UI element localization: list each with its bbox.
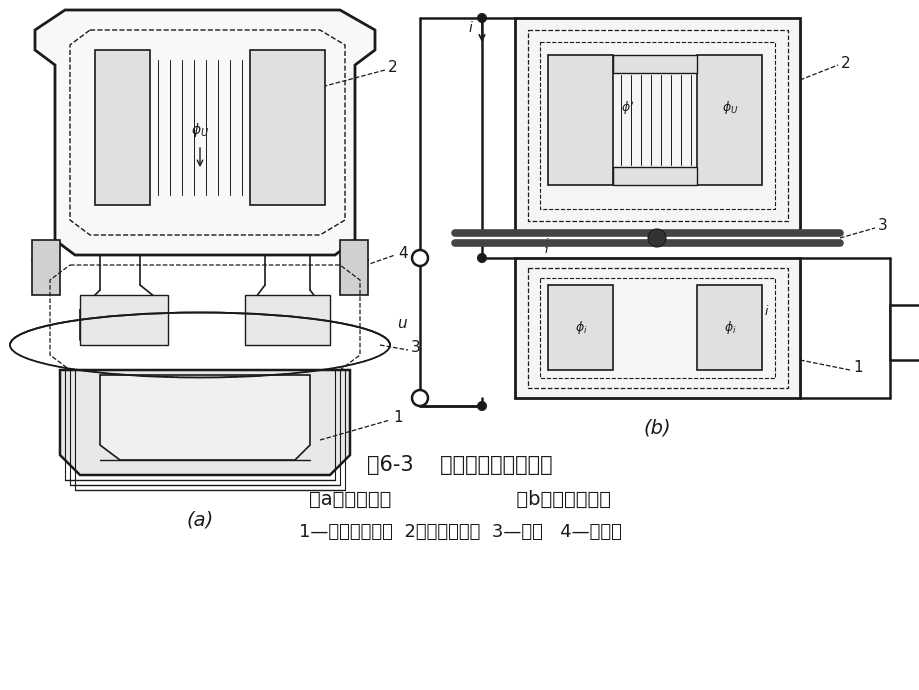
- Bar: [250, 50, 324, 205]
- Bar: [697, 285, 761, 370]
- Bar: [528, 30, 788, 221]
- Text: i: i: [468, 21, 471, 35]
- Text: 2: 2: [388, 61, 397, 75]
- Text: 1—电流元件铁芯  2电压元件铁芯  3—铝盘   4—回磁板: 1—电流元件铁芯 2电压元件铁芯 3—铝盘 4—回磁板: [299, 523, 620, 541]
- Text: 3: 3: [877, 219, 887, 233]
- Bar: [515, 18, 800, 233]
- Text: i: i: [544, 243, 548, 256]
- Bar: [889, 305, 919, 360]
- Bar: [32, 240, 60, 295]
- Bar: [548, 285, 612, 370]
- Text: 图6-3    电度表的电路和磁路: 图6-3 电度表的电路和磁路: [367, 455, 552, 475]
- Bar: [515, 258, 800, 398]
- Text: i: i: [544, 238, 548, 251]
- Circle shape: [476, 401, 486, 411]
- Bar: [340, 240, 368, 295]
- Circle shape: [412, 390, 427, 406]
- Bar: [539, 278, 774, 378]
- Text: 3: 3: [411, 340, 420, 355]
- Text: 1: 1: [392, 411, 403, 426]
- Text: u: u: [397, 316, 406, 331]
- Text: 4: 4: [398, 246, 407, 261]
- Circle shape: [476, 253, 486, 263]
- Polygon shape: [35, 10, 375, 255]
- Text: 2: 2: [840, 55, 850, 70]
- Text: (b): (b): [642, 418, 670, 437]
- Text: $\phi_i$: $\phi_i$: [723, 319, 735, 335]
- Bar: [548, 55, 612, 185]
- Text: 1: 1: [852, 360, 862, 375]
- Bar: [80, 295, 168, 345]
- Circle shape: [476, 13, 486, 23]
- Circle shape: [412, 250, 427, 266]
- Bar: [244, 295, 330, 345]
- Text: $\phi'$: $\phi'$: [620, 99, 634, 117]
- Bar: [697, 55, 761, 185]
- Text: i: i: [765, 305, 767, 318]
- Text: $\phi_i$: $\phi_i$: [574, 319, 586, 335]
- Bar: [95, 50, 150, 205]
- Text: $\phi_U$: $\phi_U$: [721, 99, 737, 117]
- Text: (a): (a): [187, 510, 213, 529]
- Bar: [612, 167, 697, 185]
- Text: （a）铁芯结构                    （b）电路和磁路: （a）铁芯结构 （b）电路和磁路: [309, 490, 610, 509]
- Circle shape: [647, 229, 665, 247]
- Bar: [528, 268, 788, 388]
- Text: $\phi_U$: $\phi_U$: [191, 121, 209, 139]
- Polygon shape: [100, 375, 310, 460]
- Polygon shape: [60, 370, 349, 475]
- Bar: [612, 55, 697, 73]
- Bar: [539, 42, 774, 209]
